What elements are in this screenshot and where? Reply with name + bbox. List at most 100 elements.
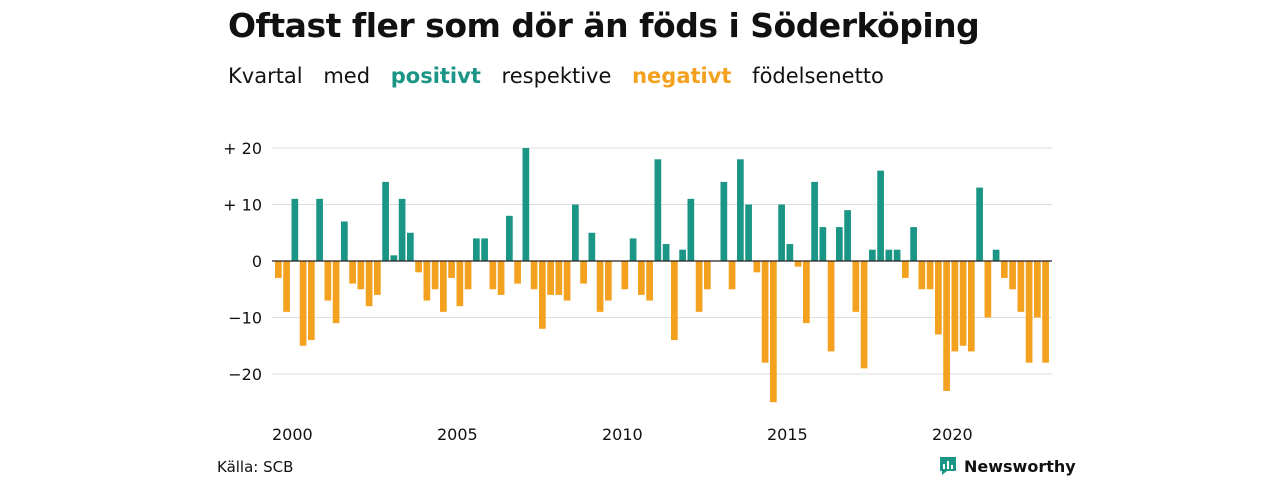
bar-negative: [605, 261, 612, 301]
bar-negative: [357, 261, 365, 290]
bar-positive: [976, 187, 983, 261]
subtitle-word: respektive: [501, 64, 612, 88]
bar-positive: [382, 181, 389, 261]
bar-positive: [687, 198, 695, 261]
bar-negative: [794, 261, 802, 267]
bar-negative: [1009, 261, 1016, 290]
bar-positive: [910, 227, 917, 261]
bar-positive: [844, 210, 851, 261]
bar-negative: [918, 261, 926, 290]
subtitle-word: med: [323, 64, 371, 88]
bar-positive: [811, 181, 818, 261]
bar-positive: [407, 232, 414, 261]
bar-negative: [1034, 261, 1041, 318]
bar-negative: [695, 261, 703, 312]
bar-positive: [316, 198, 323, 261]
bar-negative: [514, 261, 521, 284]
bar-negative: [431, 261, 439, 290]
bar-negative: [283, 261, 290, 312]
bar-positive: [662, 244, 670, 261]
bar-positive: [341, 221, 348, 261]
y-tick-label: −20: [228, 365, 262, 384]
source-label: Källa: SCB: [217, 458, 294, 476]
bar-negative: [1025, 261, 1033, 363]
bar-positive: [720, 181, 728, 261]
bar-negative: [968, 261, 975, 352]
bar-negative: [489, 261, 497, 290]
bar-positive: [836, 227, 843, 261]
bar-negative: [926, 261, 934, 290]
bar-positive: [992, 249, 1000, 261]
bar-negative: [580, 261, 587, 284]
brand-logo: Newsworthy: [938, 456, 1076, 476]
bar-negative: [728, 261, 736, 290]
bar-negative: [365, 261, 373, 307]
chart-title: Oftast fler som dör än föds i Söderköpin…: [228, 6, 980, 45]
bar-negative: [803, 261, 810, 324]
bar-negative: [671, 261, 678, 341]
bar-negative: [530, 261, 538, 290]
bar-negative: [852, 261, 860, 312]
x-tick-label: 2005: [437, 425, 478, 444]
bar-negative: [308, 261, 315, 341]
bar-negative: [440, 261, 447, 312]
bar-negative: [539, 261, 546, 329]
bar-positive: [481, 238, 488, 261]
bar-positive: [819, 227, 827, 261]
bar-negative: [860, 261, 868, 369]
bar-positive: [473, 238, 480, 261]
bar-positive: [654, 159, 662, 261]
bar-negative: [753, 261, 761, 273]
subtitle-positive-word: positivt: [390, 64, 481, 88]
bar-negative: [596, 261, 604, 312]
bar-negative: [456, 261, 464, 307]
subtitle-word: födelsenetto: [752, 64, 884, 88]
bar-negative: [621, 261, 629, 290]
bar-negative: [497, 261, 505, 295]
bar-negative: [555, 261, 563, 295]
y-tick-label: + 20: [223, 139, 262, 158]
bar-positive: [398, 198, 406, 261]
bar-negative: [464, 261, 472, 290]
bar-positive: [588, 232, 596, 261]
bar-positive: [885, 249, 893, 261]
bar-negative: [638, 261, 645, 295]
bar-negative: [448, 261, 455, 278]
bar-positive: [786, 244, 794, 261]
bar-positive: [869, 249, 876, 261]
bar-positive: [877, 170, 884, 261]
bar-negative: [275, 261, 282, 278]
bar-positive: [572, 204, 579, 261]
bar-positive: [893, 249, 901, 261]
bar-negative: [902, 261, 909, 278]
bar-negative: [959, 261, 967, 346]
bar-negative: [563, 261, 571, 301]
bar-negative: [423, 261, 431, 301]
bar-negative: [761, 261, 769, 363]
subtitle-negative-word: negativt: [632, 64, 732, 88]
bar-negative: [299, 261, 307, 346]
bar-negative: [332, 261, 340, 324]
x-tick-label: 2000: [272, 425, 313, 444]
bar-negative: [646, 261, 653, 301]
y-tick-label: 0: [252, 252, 262, 271]
bar-negative: [704, 261, 711, 290]
y-tick-label: + 10: [223, 196, 262, 215]
bar-negative: [984, 261, 992, 318]
brand-name: Newsworthy: [964, 456, 1076, 476]
bar-negative: [951, 261, 959, 352]
x-tick-label: 2010: [602, 425, 643, 444]
bar-negative: [547, 261, 554, 295]
bar-positive: [629, 238, 637, 261]
chart-subtitle: Kvartal med positivt respektive negativt…: [228, 64, 898, 88]
bar-negative: [1042, 261, 1049, 363]
bar-negative: [1017, 261, 1025, 312]
bar-positive: [778, 204, 785, 261]
bar-negative: [770, 261, 777, 403]
bar-positive: [506, 215, 513, 261]
bar-positive: [390, 255, 398, 261]
bar-positive: [679, 249, 686, 261]
bar-positive: [737, 159, 744, 261]
x-tick-label: 2015: [767, 425, 808, 444]
y-tick-label: −10: [228, 309, 262, 328]
